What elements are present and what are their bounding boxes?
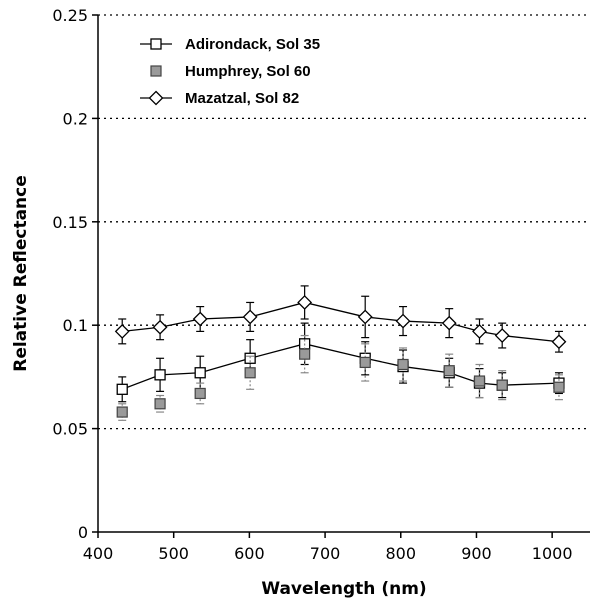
series-1 [116,334,565,421]
series-line [121,343,559,390]
data-point [553,381,565,393]
data-point [150,38,162,50]
legend-item-2: Mazatzal, Sol 82 [140,90,299,107]
legend: Adirondack, Sol 35 Humphrey, Sol 60 Mazatz… [140,36,320,107]
data-point [194,367,206,379]
data-point [116,406,128,418]
legend-item-0: Adirondack, Sol 35 [140,36,320,53]
data-point [150,65,162,77]
data-point [297,295,313,310]
x-tick-label: 1000 [532,544,573,563]
x-tick-label: 600 [234,544,265,563]
data-point [242,309,258,325]
data-point [551,334,567,350]
legend-label: Adirondack, Sol 35 [185,36,320,53]
grid-lines [98,14,590,430]
data-point [473,375,486,387]
x-tick-label: 400 [83,544,114,563]
data-point [359,356,371,369]
axes [92,14,590,538]
data-point [154,369,166,381]
y-tick-label: 0.1 [63,316,88,335]
data-point [192,311,208,327]
data-point [397,358,409,371]
x-tick-label: 500 [158,544,189,563]
series-2 [114,285,567,353]
tick-labels: 0 0.05 0.1 0.15 0.2 0.25 400 500 600 700 800 900 100… [52,6,572,563]
data-point [148,90,164,106]
x-axis-title: Wavelength (nm) [261,579,426,599]
x-tick-label: 700 [310,544,341,563]
data-point [154,398,166,410]
y-axis-title: Relative Reflectance [11,175,31,372]
data-point [443,365,455,377]
y-tick-label: 0.25 [52,6,88,25]
data-point [114,323,130,339]
data-point [496,379,508,391]
data-point [152,319,168,335]
x-tick-label: 900 [461,544,492,563]
data-point [494,328,510,343]
data-point [194,387,206,400]
data-point [441,315,457,331]
data-point [357,309,373,325]
legend-label: Mazatzal, Sol 82 [185,90,299,107]
data-point [472,323,487,339]
legend-label: Humphrey, Sol 60 [185,63,311,80]
x-tick-label: 800 [385,544,416,563]
data-point [244,367,256,379]
data-point [299,348,311,360]
data-point [116,383,128,395]
y-tick-label: 0 [78,523,88,542]
data-point [395,313,411,329]
y-tick-label: 0.05 [52,420,88,439]
data-series [114,285,567,421]
y-tick-label: 0.2 [63,109,88,128]
legend-item-1: Humphrey, Sol 60 [150,63,311,80]
series-line [122,301,560,343]
data-point [244,352,256,364]
y-tick-label: 0.15 [52,213,88,232]
